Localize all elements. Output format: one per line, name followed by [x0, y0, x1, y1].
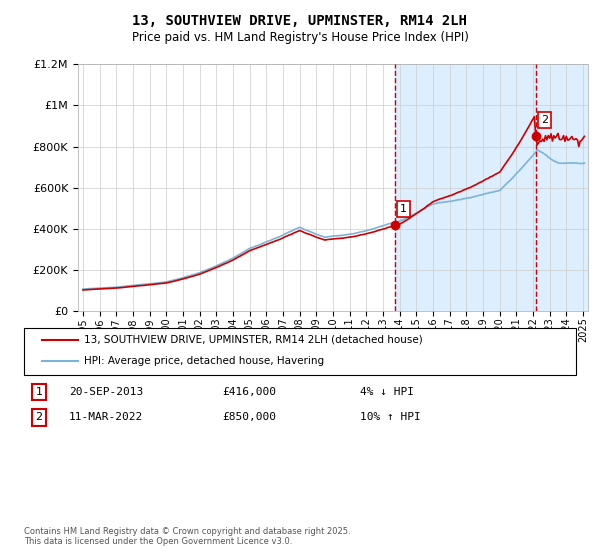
Text: £416,000: £416,000 [222, 387, 276, 397]
Text: 1: 1 [35, 387, 43, 397]
Text: 1: 1 [400, 204, 407, 214]
Text: 20-SEP-2013: 20-SEP-2013 [69, 387, 143, 397]
Text: Contains HM Land Registry data © Crown copyright and database right 2025.
This d: Contains HM Land Registry data © Crown c… [24, 526, 350, 546]
Text: 13, SOUTHVIEW DRIVE, UPMINSTER, RM14 2LH: 13, SOUTHVIEW DRIVE, UPMINSTER, RM14 2LH [133, 14, 467, 28]
Text: Price paid vs. HM Land Registry's House Price Index (HPI): Price paid vs. HM Land Registry's House … [131, 31, 469, 44]
Bar [395, 64, 588, 311]
Text: 11-MAR-2022: 11-MAR-2022 [69, 412, 143, 422]
Text: 4% ↓ HPI: 4% ↓ HPI [360, 387, 414, 397]
Text: 13, SOUTHVIEW DRIVE, UPMINSTER, RM14 2LH (detached house): 13, SOUTHVIEW DRIVE, UPMINSTER, RM14 2LH… [84, 335, 423, 345]
Text: HPI: Average price, detached house, Havering: HPI: Average price, detached house, Have… [84, 356, 324, 366]
Text: 2: 2 [541, 115, 548, 125]
Text: 2: 2 [35, 412, 43, 422]
Text: £850,000: £850,000 [222, 412, 276, 422]
Text: 10% ↑ HPI: 10% ↑ HPI [360, 412, 421, 422]
